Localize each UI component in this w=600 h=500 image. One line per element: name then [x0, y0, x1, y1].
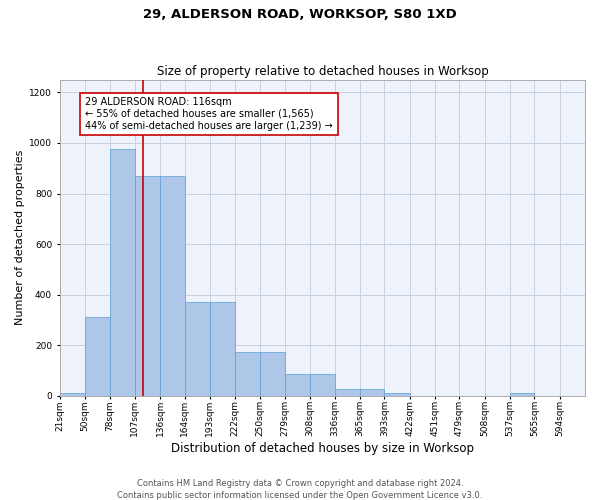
Bar [235, 352, 260, 396]
Text: 29 ALDERSON ROAD: 116sqm
← 55% of detached houses are smaller (1,565)
44% of sem: 29 ALDERSON ROAD: 116sqm ← 55% of detach… [85, 98, 333, 130]
Bar [185, 302, 210, 396]
Bar [160, 176, 185, 396]
Bar [510, 392, 535, 396]
Bar [310, 374, 335, 396]
Bar [385, 394, 410, 396]
Bar [135, 176, 160, 396]
Title: Size of property relative to detached houses in Worksop: Size of property relative to detached ho… [157, 66, 488, 78]
Bar [335, 390, 360, 396]
Bar [285, 374, 310, 396]
Text: Contains HM Land Registry data © Crown copyright and database right 2024.
Contai: Contains HM Land Registry data © Crown c… [118, 478, 482, 500]
Bar [60, 392, 85, 396]
X-axis label: Distribution of detached houses by size in Worksop: Distribution of detached houses by size … [171, 442, 474, 455]
Y-axis label: Number of detached properties: Number of detached properties [15, 150, 25, 326]
Bar [210, 302, 235, 396]
Bar [110, 149, 135, 396]
Bar [360, 390, 385, 396]
Bar [260, 352, 285, 396]
Bar [85, 318, 110, 396]
Text: 29, ALDERSON ROAD, WORKSOP, S80 1XD: 29, ALDERSON ROAD, WORKSOP, S80 1XD [143, 8, 457, 20]
